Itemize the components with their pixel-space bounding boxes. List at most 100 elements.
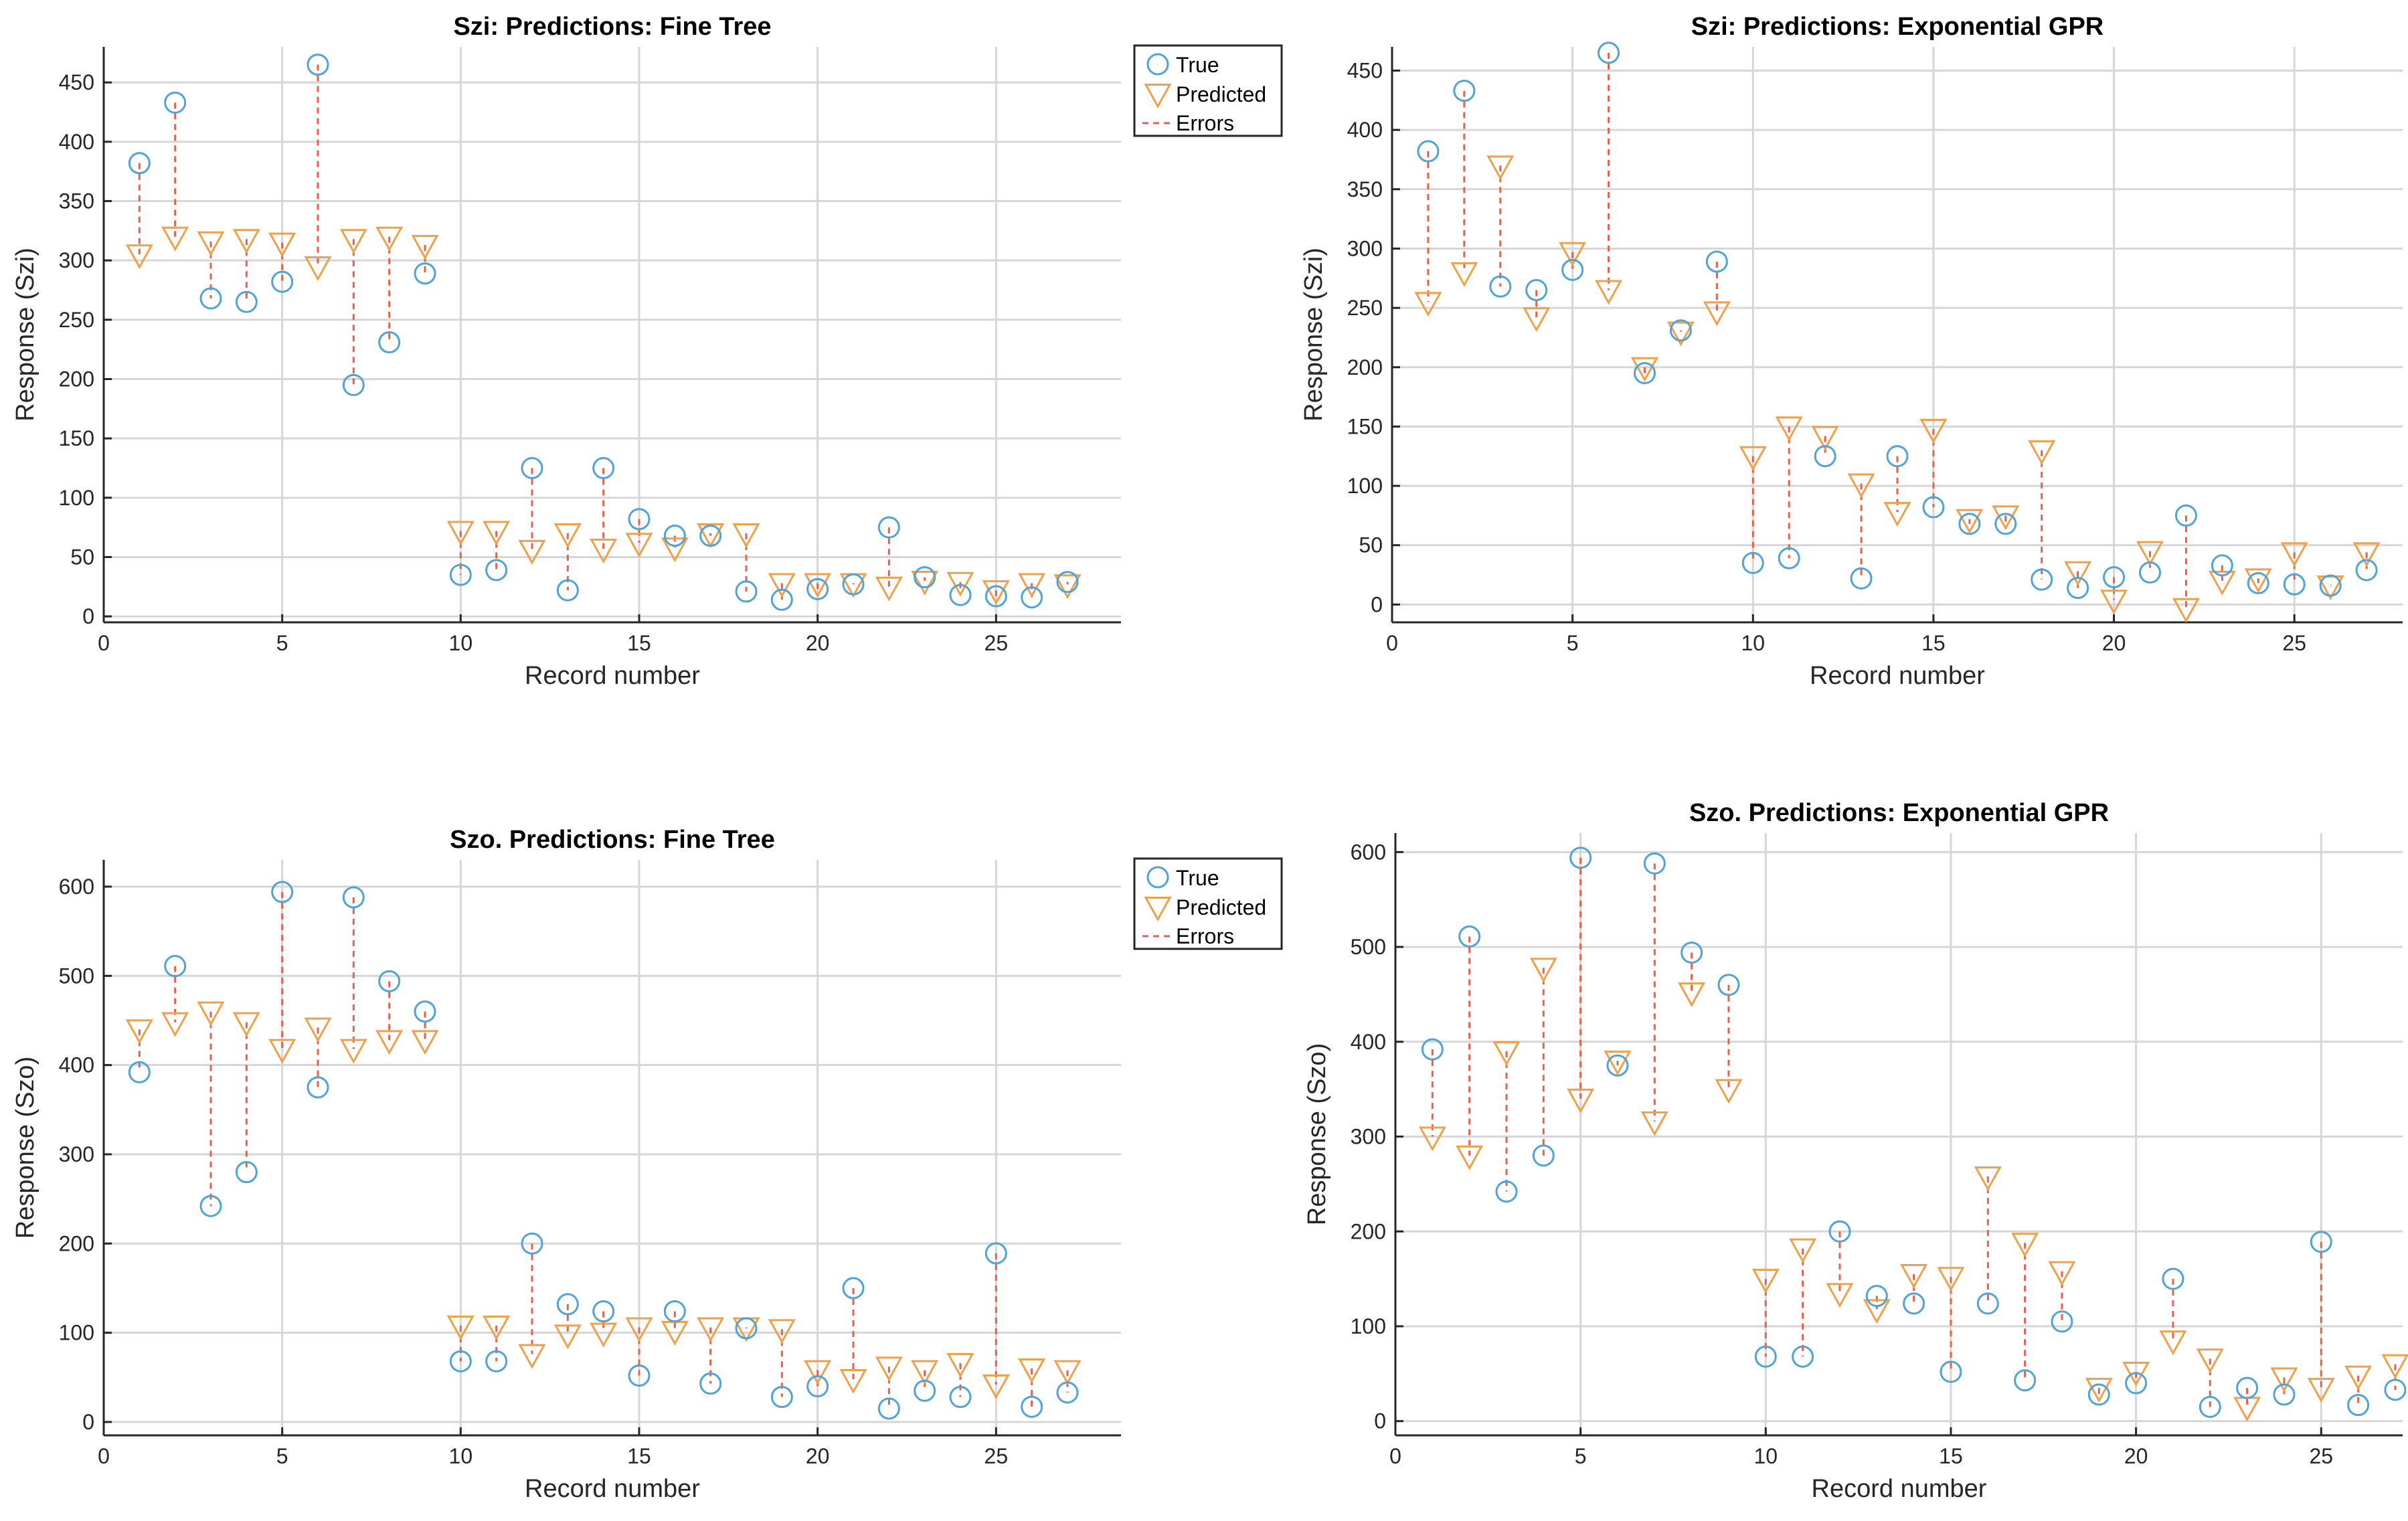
x-tick-label: 10 <box>449 1444 473 1468</box>
x-tick-label: 20 <box>2124 1444 2148 1468</box>
predicted-point <box>804 1360 832 1385</box>
predicted-point <box>232 229 260 254</box>
predicted-point <box>339 229 367 254</box>
predicted-point <box>1414 292 1442 317</box>
y-tick-label: 300 <box>59 1142 94 1166</box>
chart-title: Szo. Predictions: Exponential GPR <box>1689 799 2109 827</box>
predicted-point <box>232 1012 260 1037</box>
legend-true-marker <box>1146 53 1169 76</box>
x-tick-label: 25 <box>2282 631 2306 655</box>
predicted-point <box>2085 1378 2113 1403</box>
predicted-point <box>2136 541 2164 566</box>
y-tick-label: 100 <box>59 486 94 510</box>
legend-box <box>1133 44 1283 137</box>
predicted-point <box>553 523 582 548</box>
predicted-point <box>518 539 546 565</box>
predicted-point <box>2064 561 2092 586</box>
y-tick-label: 150 <box>59 426 94 450</box>
true-point <box>1792 1345 1814 1368</box>
true-point <box>663 1300 686 1323</box>
predicted-point <box>483 1316 511 1340</box>
true-point <box>1705 250 1728 273</box>
true-point <box>1922 496 1945 519</box>
true-point <box>1056 1381 1079 1404</box>
true-point <box>1778 547 1800 569</box>
true-point <box>2347 1394 2370 1417</box>
true-point <box>1606 1054 1629 1077</box>
y-tick-label: 300 <box>59 248 94 272</box>
legend-errors-label: Errors <box>1176 111 1234 135</box>
y-tick-label: 0 <box>82 604 94 628</box>
chart-panel-2: 0 5 10 15 20 25050100150200250300350400450Szi… <box>1300 13 2403 690</box>
true-point <box>199 1194 222 1217</box>
y-tick-label: 400 <box>59 130 94 154</box>
y-axis-label: Response (Szi) <box>11 248 39 422</box>
legend-predicted-label: Predicted <box>1176 82 1266 106</box>
chart-title: Szo. Predictions: Fine Tree <box>450 826 775 854</box>
true-point <box>485 559 508 581</box>
predicted-point <box>982 580 1010 606</box>
true-point <box>842 573 865 596</box>
predicted-point <box>1053 1360 1082 1385</box>
legend-predicted-marker <box>1144 897 1172 921</box>
predicted-point <box>1789 1238 1817 1263</box>
predicted-point <box>590 539 618 564</box>
predicted-point <box>2280 542 2308 567</box>
y-tick-label: 500 <box>1351 935 1386 959</box>
true-point <box>1021 1395 1043 1418</box>
y-tick-label: 100 <box>59 1321 94 1345</box>
x-tick-label: 10 <box>1754 1444 1778 1468</box>
predicted-point <box>1956 509 1984 534</box>
chart-panel-4: 0 5 10 15 20 25 0 100 200 300 400 500 600 Szo. Predic… <box>1303 799 2408 1503</box>
true-point <box>2103 566 2126 589</box>
predicted-point <box>2048 1261 2076 1286</box>
predicted-point <box>1900 1264 1928 1289</box>
predicted-point <box>2122 1362 2150 1387</box>
predicted-point <box>625 1317 653 1342</box>
true-point <box>1940 1360 1962 1383</box>
x-tick-label: 20 <box>806 631 830 655</box>
true-point <box>2125 1372 2148 1395</box>
predicted-point <box>1640 1111 1668 1136</box>
predicted-point <box>2208 570 2236 596</box>
predicted-point <box>839 1369 867 1394</box>
legend-true-label: True <box>1176 866 1219 890</box>
y-tick-label: 350 <box>1347 177 1383 201</box>
y-tick-label: 300 <box>1347 236 1383 260</box>
true-point <box>449 563 472 586</box>
y-axis-label: Response (Szo) <box>11 1057 39 1239</box>
predicted-point <box>1559 242 1587 267</box>
true-point <box>164 91 187 114</box>
y-tick-label: 400 <box>59 1053 94 1077</box>
predicted-point <box>446 521 475 546</box>
predicted-point <box>768 1319 796 1344</box>
y-tick-label: 500 <box>59 964 94 988</box>
predicted-point <box>1751 1269 1780 1294</box>
predicted-point <box>2011 1233 2039 1258</box>
predicted-point <box>125 1019 153 1045</box>
predicted-point <box>304 1017 332 1043</box>
true-point <box>2319 574 2342 597</box>
predicted-point <box>1703 301 1731 327</box>
predicted-point <box>268 232 296 258</box>
chart-panel-3: 0 5 10 15 20 25 0 100 200 300 400 500 600 Szo. Predic… <box>11 826 1283 1503</box>
y-tick-label: 50 <box>1359 533 1383 557</box>
true-point <box>1681 942 1703 964</box>
true-point <box>2162 1267 2184 1290</box>
legend-predicted-marker <box>1144 84 1172 108</box>
predicted-point <box>518 1344 546 1369</box>
true-point <box>592 456 615 479</box>
predicted-point <box>732 523 760 548</box>
predicted-point <box>1053 574 1082 600</box>
true-point <box>877 1397 900 1420</box>
true-point <box>1741 551 1764 574</box>
true-point <box>1814 445 1836 468</box>
predicted-point <box>911 570 939 596</box>
predicted-point <box>1595 280 1623 305</box>
true-point <box>1569 846 1592 869</box>
y-tick-label: 200 <box>1351 1219 1386 1243</box>
predicted-point <box>1919 418 1948 444</box>
true-point <box>1598 41 1620 64</box>
true-point <box>1489 275 1512 298</box>
true-point <box>342 886 365 909</box>
